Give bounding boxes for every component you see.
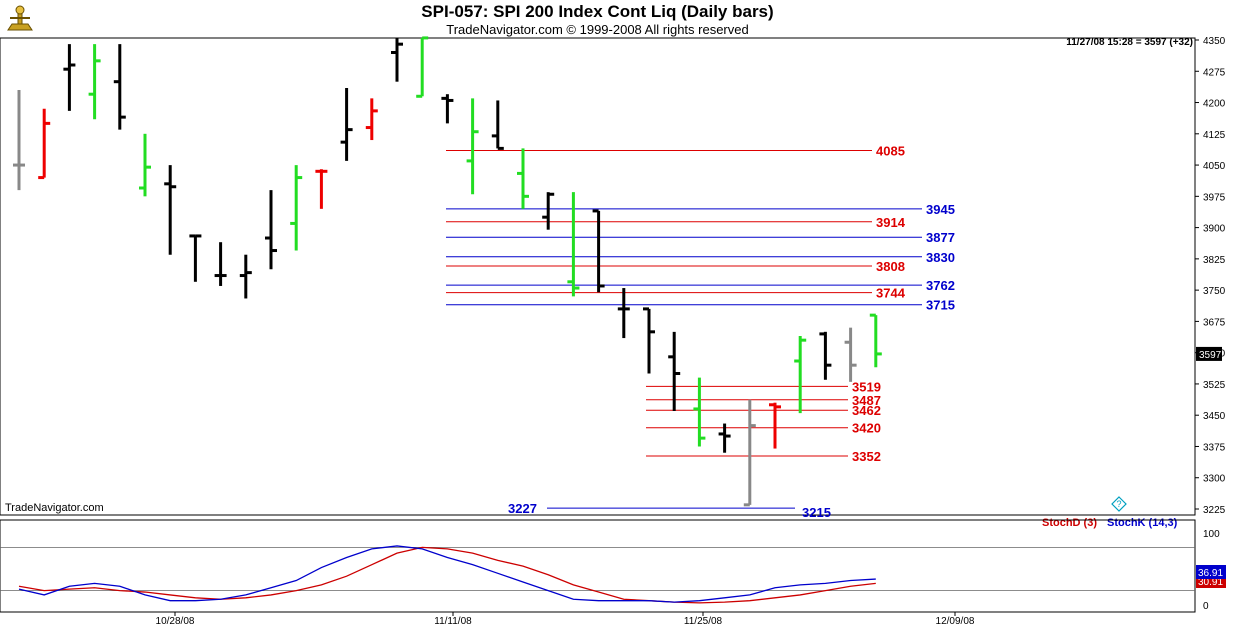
y-tick-label: 3225 (1203, 505, 1226, 516)
x-tick-label: 12/09/08 (936, 616, 975, 627)
level-label: 3914 (876, 215, 906, 230)
level-label: 3519 (852, 379, 881, 394)
stoch-y-tick-label: 100 (1203, 529, 1220, 540)
copyright-text: TradeNavigator.com © 1999-2008 All right… (446, 22, 749, 37)
level-label: 3487 (852, 393, 881, 408)
last-price-info: 11/27/08 15:28 = 3597 (+32) (1066, 37, 1193, 48)
level-label: 3227 (508, 501, 537, 516)
y-tick-label: 4350 (1203, 36, 1226, 47)
stochastic-panel-frame (0, 519, 1196, 613)
x-tick-label: 11/25/08 (684, 616, 723, 627)
x-tick-label: 11/11/08 (434, 616, 472, 627)
y-tick-label: 4200 (1203, 99, 1226, 110)
level-label: 3352 (852, 449, 881, 464)
y-tick-label: 3900 (1203, 224, 1226, 235)
watermark: TradeNavigator.com (5, 502, 104, 514)
last-price-label: 3597 (1199, 350, 1222, 361)
svg-text:?: ? (1116, 499, 1121, 509)
stoch-line (18, 546, 876, 604)
level-label: 3945 (926, 202, 955, 217)
level-label: 3744 (876, 286, 906, 301)
y-tick-label: 4275 (1203, 67, 1226, 78)
x-tick-label: 10/28/08 (156, 616, 195, 627)
y-tick-label: 3825 (1203, 255, 1226, 266)
stoch-y-tick-label: 0 (1203, 601, 1209, 612)
y-tick-label: 3750 (1203, 286, 1226, 297)
last-price-box (1196, 346, 1222, 361)
stoch-value-box (1196, 565, 1226, 579)
level-label: 3762 (926, 278, 955, 293)
level-label: 3877 (926, 230, 955, 245)
y-tick-label: 4050 (1203, 161, 1226, 172)
y-tick-label: 4125 (1203, 130, 1226, 141)
y-tick-label: 3375 (1203, 442, 1226, 453)
y-tick-label: 3675 (1203, 317, 1226, 328)
stoch-value-label: 36.91 (1198, 568, 1223, 579)
level-label: 3420 (852, 421, 881, 436)
y-tick-label: 3975 (1203, 192, 1226, 203)
level-label: 3808 (876, 259, 905, 274)
y-tick-label: 3300 (1203, 474, 1226, 485)
y-tick-label: 3450 (1203, 411, 1226, 422)
stoch-value-label: 30.91 (1198, 577, 1223, 588)
level-label: 3215 (802, 505, 831, 520)
y-tick-label: 3525 (1203, 380, 1226, 391)
stoch-line (18, 545, 876, 603)
trade-navigator-logo (7, 5, 33, 31)
level-label: 3830 (926, 250, 955, 265)
chart-title: SPI-057: SPI 200 Index Cont Liq (Daily b… (421, 2, 774, 21)
level-label: 3715 (926, 298, 955, 313)
help-icon[interactable]: ? (1111, 496, 1127, 512)
level-label: 4085 (876, 143, 905, 158)
level-label: 3462 (852, 403, 881, 418)
